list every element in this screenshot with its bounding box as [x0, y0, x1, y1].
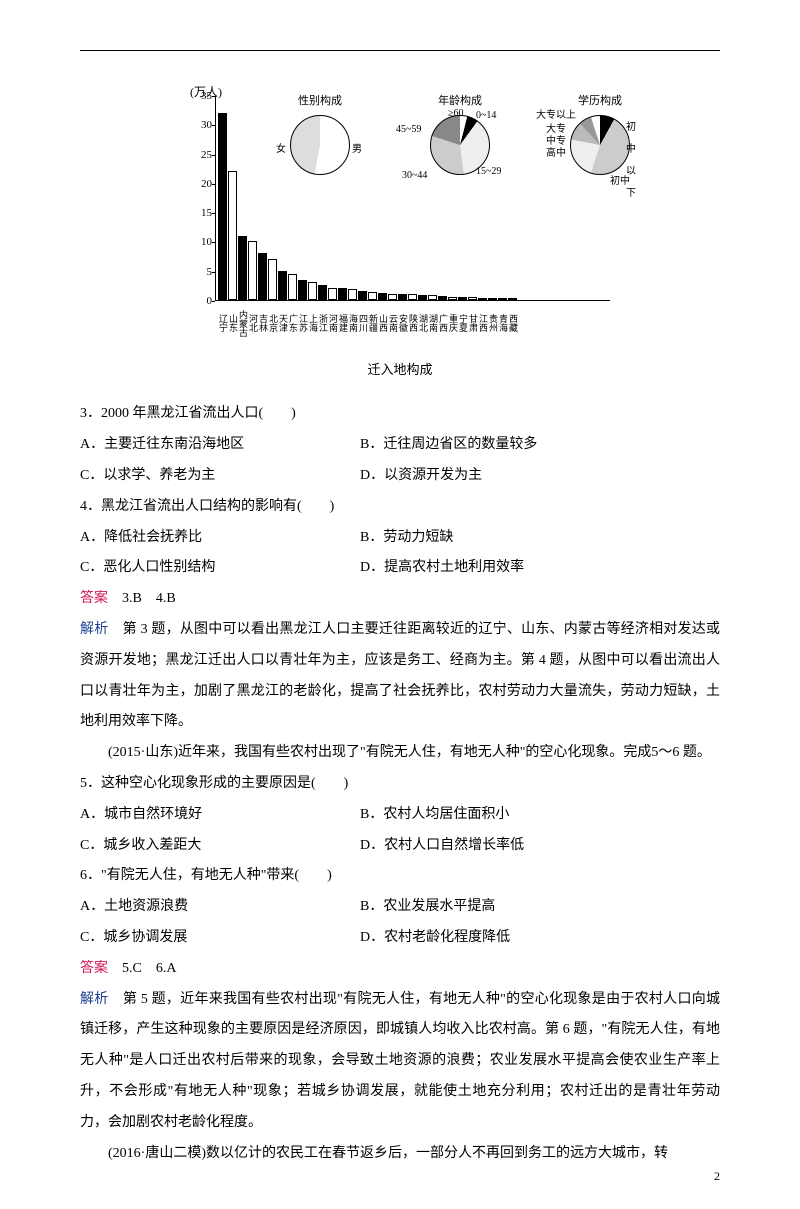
answer-label: 答案 — [80, 591, 108, 606]
q5-opt-a: A．城市自然环境好 — [80, 800, 360, 831]
q5-opt-c: C．城乡收入差距大 — [80, 831, 360, 862]
q3-opt-a: A．主要迁往东南沿海地区 — [80, 430, 360, 461]
x-labels: 辽宁山东内蒙古河北吉林北京天津广东江苏上海浙江河南福建海南四川新疆山西云南安徽陕… — [218, 305, 610, 341]
q6-opt-d: D．农村老龄化程度降低 — [360, 923, 720, 954]
pie-charts: 性别构成女男年龄构成≥600~1445~5930~4415~29学历构成大专以上… — [290, 89, 630, 184]
q5-stem: 5．这种空心化现象形成的主要原因是( ) — [80, 769, 720, 800]
q6-opt-b: B．农业发展水平提高 — [360, 892, 720, 923]
q3-opt-d: D．以资源开发为主 — [360, 461, 720, 492]
chart-caption: 迁入地构成 — [80, 356, 720, 385]
answer-label-2: 答案 — [80, 961, 108, 976]
answer-34: 3.B 4.B — [108, 591, 176, 606]
answer-56: 5.C 6.A — [108, 961, 176, 976]
q6-stem: 6．"有院无人住，有地无人种"带来( ) — [80, 861, 720, 892]
q6-opt-c: C．城乡协调发展 — [80, 923, 360, 954]
q5-opt-d: D．农村人口自然增长率低 — [360, 831, 720, 862]
composite-chart: (万人) 05101520253035 辽宁山东内蒙古河北吉林北京天津广东江苏上… — [80, 81, 720, 384]
tail-text: (2016·唐山二模)数以亿计的农民工在春节返乡后，一部分人不再回到务工的远方大… — [80, 1139, 720, 1170]
q4-stem: 4．黑龙江省流出人口结构的影响有( ) — [80, 492, 720, 523]
explain-label: 解析 — [80, 622, 108, 637]
q3-opt-b: B．迁往周边省区的数量较多 — [360, 430, 720, 461]
page-number: 2 — [714, 1163, 720, 1189]
explain-56: 第 5 题，近年来我国有些农村出现"有院无人住，有地无人种"的空心化现象是由于农… — [80, 992, 720, 1130]
q4-opt-a: A．降低社会抚养比 — [80, 523, 360, 554]
q6-opt-a: A．土地资源浪费 — [80, 892, 360, 923]
q3-stem: 3．2000 年黑龙江省流出人口( ) — [80, 399, 720, 430]
q4-opt-c: C．恶化人口性别结构 — [80, 553, 360, 584]
explain-34: 第 3 题，从图中可以看出黑龙江人口主要迁往距离较近的辽宁、山东、内蒙古等经济相… — [80, 622, 720, 729]
q3-opt-c: C．以求学、养老为主 — [80, 461, 360, 492]
q4-opt-d: D．提高农村土地利用效率 — [360, 553, 720, 584]
q4-opt-b: B．劳动力短缺 — [360, 523, 720, 554]
q5-opt-b: B．农村人均居住面积小 — [360, 800, 720, 831]
intro-56: (2015·山东)近年来，我国有些农村出现了"有院无人住，有地无人种"的空心化现… — [80, 738, 720, 769]
explain-label-2: 解析 — [80, 992, 109, 1007]
